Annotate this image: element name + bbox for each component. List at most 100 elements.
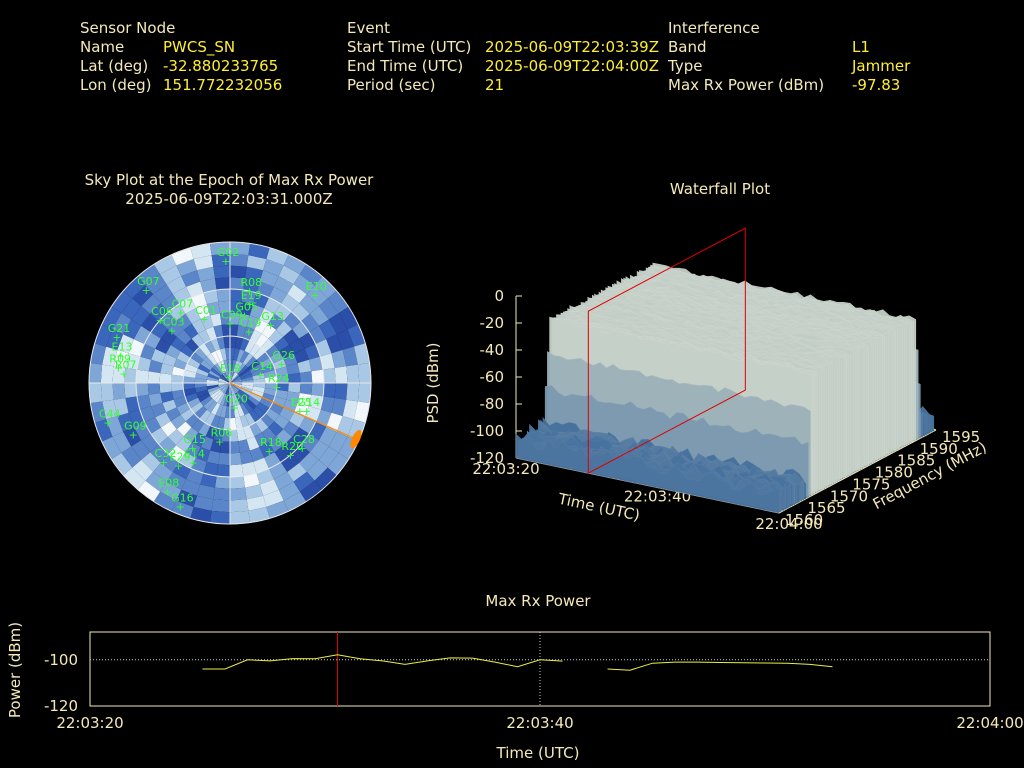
sky-cell (241, 383, 254, 387)
sky-cell (242, 400, 254, 413)
sky-cell (249, 392, 263, 403)
sky-cell (190, 243, 212, 259)
sky-cell (239, 402, 250, 416)
sky-cell (346, 364, 360, 383)
waterfall-title: Waterfall Plot (669, 180, 771, 198)
sky-cell (186, 468, 204, 485)
satellite-plus: + (174, 459, 183, 472)
sky-cell (230, 372, 237, 383)
sky-cell (230, 289, 244, 302)
sky-cell (94, 419, 113, 442)
sky-cell (196, 389, 209, 398)
satellite-plus: + (215, 436, 224, 449)
sky-cell (255, 333, 269, 348)
sky-cell (265, 344, 280, 358)
sky-cell (262, 392, 276, 403)
sky-cell (210, 313, 222, 327)
sky-cell (230, 253, 249, 267)
sky-cell (283, 491, 307, 512)
sky-cell (236, 428, 247, 442)
sky-cell (264, 297, 281, 314)
sky-cell (230, 347, 235, 360)
satellite-marker: +E13 (112, 341, 133, 363)
satellite-label: R24 (268, 372, 290, 385)
sky-cell (150, 303, 169, 322)
sky-cell (238, 313, 250, 327)
sky-cell (286, 363, 300, 375)
sky-cell (153, 462, 173, 482)
sky-cell (273, 276, 294, 294)
sky-cell (245, 266, 264, 282)
satellite-label: E25 (291, 396, 312, 409)
satellite-label: E29 (170, 450, 191, 463)
sky-cell (320, 396, 335, 413)
sky-cell (195, 373, 208, 380)
sky-cell (153, 491, 177, 512)
sky-cell (276, 429, 293, 446)
sky-cell (160, 329, 177, 345)
sky-cell (225, 383, 230, 395)
sky-cell (306, 459, 328, 481)
sky-cell (326, 334, 343, 354)
satellite-marker: +E19 (220, 362, 241, 384)
sky-cell (249, 329, 262, 344)
sky-cell (221, 429, 230, 442)
sky-cell (264, 383, 277, 390)
sky-cell (239, 415, 250, 429)
satellite-label: G16 (171, 491, 194, 504)
sky-cell (132, 459, 154, 481)
sky-cell (253, 406, 266, 419)
sky-cell (274, 414, 290, 430)
sky-cell (137, 394, 152, 410)
sky-cell (301, 313, 319, 333)
satellite-plus: + (286, 449, 295, 462)
sky-cell (283, 421, 300, 437)
sky-cell (273, 472, 294, 490)
sky-cell (357, 362, 371, 383)
sky-cell (147, 371, 161, 383)
sky-cell (176, 329, 192, 345)
sky-cell (253, 378, 266, 383)
satellite-plus: + (142, 284, 151, 297)
sky-cell (253, 347, 266, 360)
sky-cell (280, 294, 300, 312)
sky-cell (210, 350, 221, 364)
sky-cell (139, 406, 156, 422)
sky-cell (243, 326, 255, 341)
sky-cell (347, 324, 366, 347)
sky-cell (315, 339, 332, 357)
sky-cell (309, 440, 329, 460)
sky-cell (247, 395, 260, 407)
sky-cell (259, 397, 273, 409)
sky-cell (230, 371, 235, 383)
time-tick-label: 22:03:40 (624, 488, 691, 506)
sky-cell (251, 368, 264, 377)
sky-cell (112, 366, 126, 383)
sky-cell (190, 352, 204, 364)
sensor-name-label: Name (80, 38, 125, 56)
sky-cell (191, 333, 205, 348)
sky-cell (283, 353, 298, 367)
sky-cell (200, 278, 217, 293)
sky-cell (187, 397, 201, 409)
sky-cell (208, 387, 221, 396)
satellite-label: G07 (137, 275, 160, 288)
sky-cell (268, 313, 284, 330)
maxpower-xtick-label: 22:03:20 (56, 714, 123, 732)
sky-cell (268, 436, 284, 453)
satellite-marker: +E14 (184, 448, 205, 470)
sky-cell (185, 338, 200, 353)
sky-cell (173, 396, 188, 408)
sky-cell (259, 357, 273, 369)
sky-cell (123, 467, 146, 490)
sky-cell (299, 417, 316, 434)
sky-cell (132, 285, 154, 307)
sky-cell (200, 315, 214, 330)
sky-cell (234, 361, 243, 374)
sky-cell (246, 315, 260, 330)
maxpower-xlabel: Time (UTC) (496, 744, 580, 762)
sky-cell (205, 425, 217, 440)
sky-cell (213, 428, 224, 442)
sky-cell (162, 399, 177, 413)
satellite-label: C07 (172, 297, 194, 310)
